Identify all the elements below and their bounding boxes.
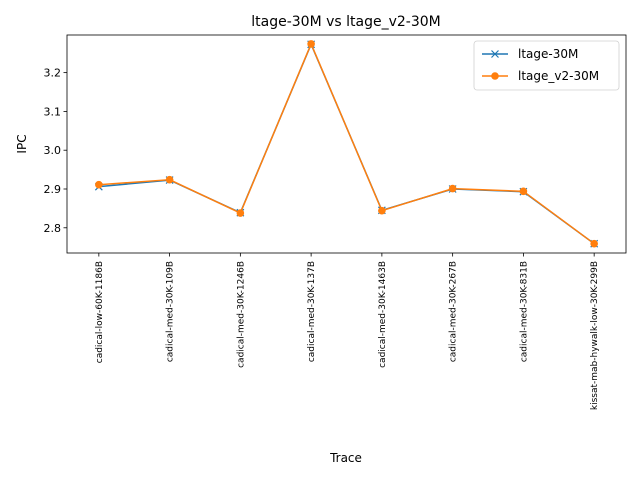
series-layer [94,40,599,248]
y-tick-label: 3.0 [44,144,62,157]
plot-frame [66,34,627,254]
chart-title: ltage-30M vs ltage_v2-30M [251,14,440,30]
x-tick-label: cadical-med-30K-109B [166,261,176,362]
legend-entry: ltage_v2-30M [482,69,599,83]
data-point [378,206,386,215]
y-tick-label: 3.2 [44,67,62,80]
y-axis-ticks: 2.8 2.9 3.0 3.1 3.2 [44,67,67,235]
y-tick-label: 2.9 [44,183,62,196]
x-tick-label: kissat-mab-hywalk-low-30K-299B [590,261,600,410]
x-tick-label: cadical-low-60K-1186B [95,261,105,363]
y-tick-label: 3.1 [44,105,62,118]
series-1 [95,40,598,248]
x-tick-label: cadical-med-30K-267B [449,261,459,362]
y-tick-label: 2.8 [44,222,62,235]
plot-area [66,34,627,254]
legend-marker [491,72,499,80]
legend-box [473,40,620,91]
legend-label: ltage_v2-30M [518,69,599,83]
data-point [95,180,103,189]
x-axis-ticks: cadical-low-60K-1186B cadical-med-30K-109… [95,253,600,410]
x-tick-label: cadical-med-30K-831B [519,261,529,362]
series-line [98,43,595,245]
legend-entry: ltage-30M [482,47,578,61]
x-tick-label: cadical-med-30K-137B [307,261,317,362]
data-point [236,209,245,217]
data-point [307,40,315,48]
legend-label: ltage-30M [518,47,578,61]
data-point [165,175,174,184]
y-axis-label: IPC [15,134,29,153]
x-tick-label: cadical-med-30K-1246B [236,261,246,368]
data-point [448,184,457,193]
data-point [519,187,528,196]
data-point [590,239,598,248]
x-tick-label: cadical-med-30K-1463B [378,261,388,368]
legend: ltage-30M ltage_v2-30M [473,40,620,91]
x-axis-label: Trace [329,451,362,465]
legend-marker [491,50,499,58]
